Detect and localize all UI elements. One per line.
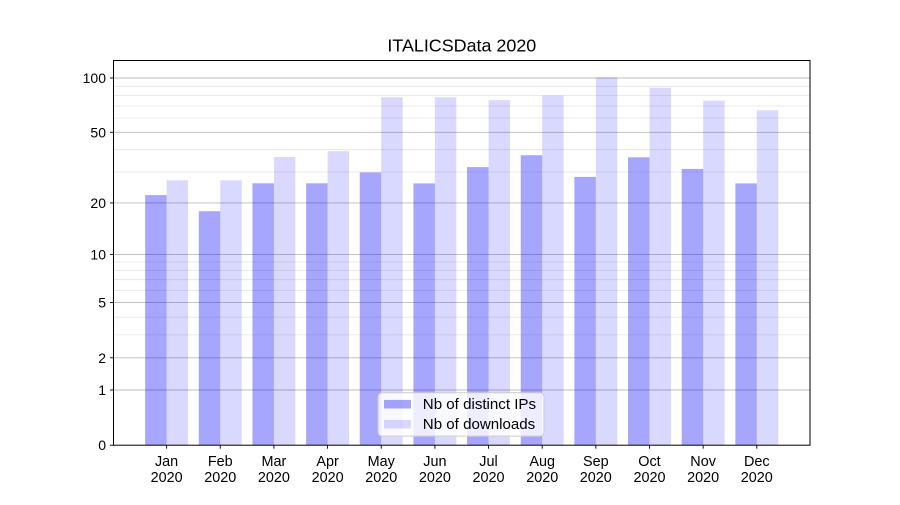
svg-text:1: 1 (98, 382, 106, 398)
svg-text:Jul: Jul (479, 454, 497, 470)
svg-text:2020: 2020 (365, 470, 397, 486)
svg-text:Feb: Feb (208, 454, 233, 470)
svg-text:2020: 2020 (633, 470, 665, 486)
svg-text:2020: 2020 (258, 470, 290, 486)
svg-text:Nov: Nov (690, 454, 716, 470)
svg-text:Nb of distinct IPs: Nb of distinct IPs (423, 396, 536, 413)
svg-text:2020: 2020 (419, 470, 451, 486)
svg-text:2020: 2020 (312, 470, 344, 486)
svg-text:20: 20 (90, 195, 106, 211)
svg-text:ITALICSData 2020: ITALICSData 2020 (387, 36, 536, 56)
svg-text:0: 0 (98, 437, 106, 453)
svg-text:Sep: Sep (583, 454, 609, 470)
svg-text:100: 100 (83, 70, 107, 86)
svg-text:Mar: Mar (262, 454, 287, 470)
svg-text:2020: 2020 (472, 470, 504, 486)
svg-text:2020: 2020 (204, 470, 236, 486)
svg-text:Jun: Jun (423, 454, 446, 470)
svg-text:10: 10 (90, 246, 106, 262)
svg-text:50: 50 (90, 124, 106, 140)
svg-text:2020: 2020 (741, 470, 773, 486)
svg-text:Jan: Jan (155, 454, 178, 470)
svg-text:2020: 2020 (580, 470, 612, 486)
svg-text:5: 5 (98, 295, 106, 311)
svg-text:Nb of downloads: Nb of downloads (423, 416, 535, 433)
svg-text:Dec: Dec (744, 454, 770, 470)
svg-text:Oct: Oct (638, 454, 660, 470)
svg-text:Apr: Apr (316, 454, 339, 470)
svg-text:Aug: Aug (529, 454, 555, 470)
svg-text:2020: 2020 (151, 470, 183, 486)
svg-text:2020: 2020 (526, 470, 558, 486)
svg-text:2020: 2020 (687, 470, 719, 486)
svg-text:2: 2 (98, 350, 106, 366)
svg-text:May: May (368, 454, 396, 470)
